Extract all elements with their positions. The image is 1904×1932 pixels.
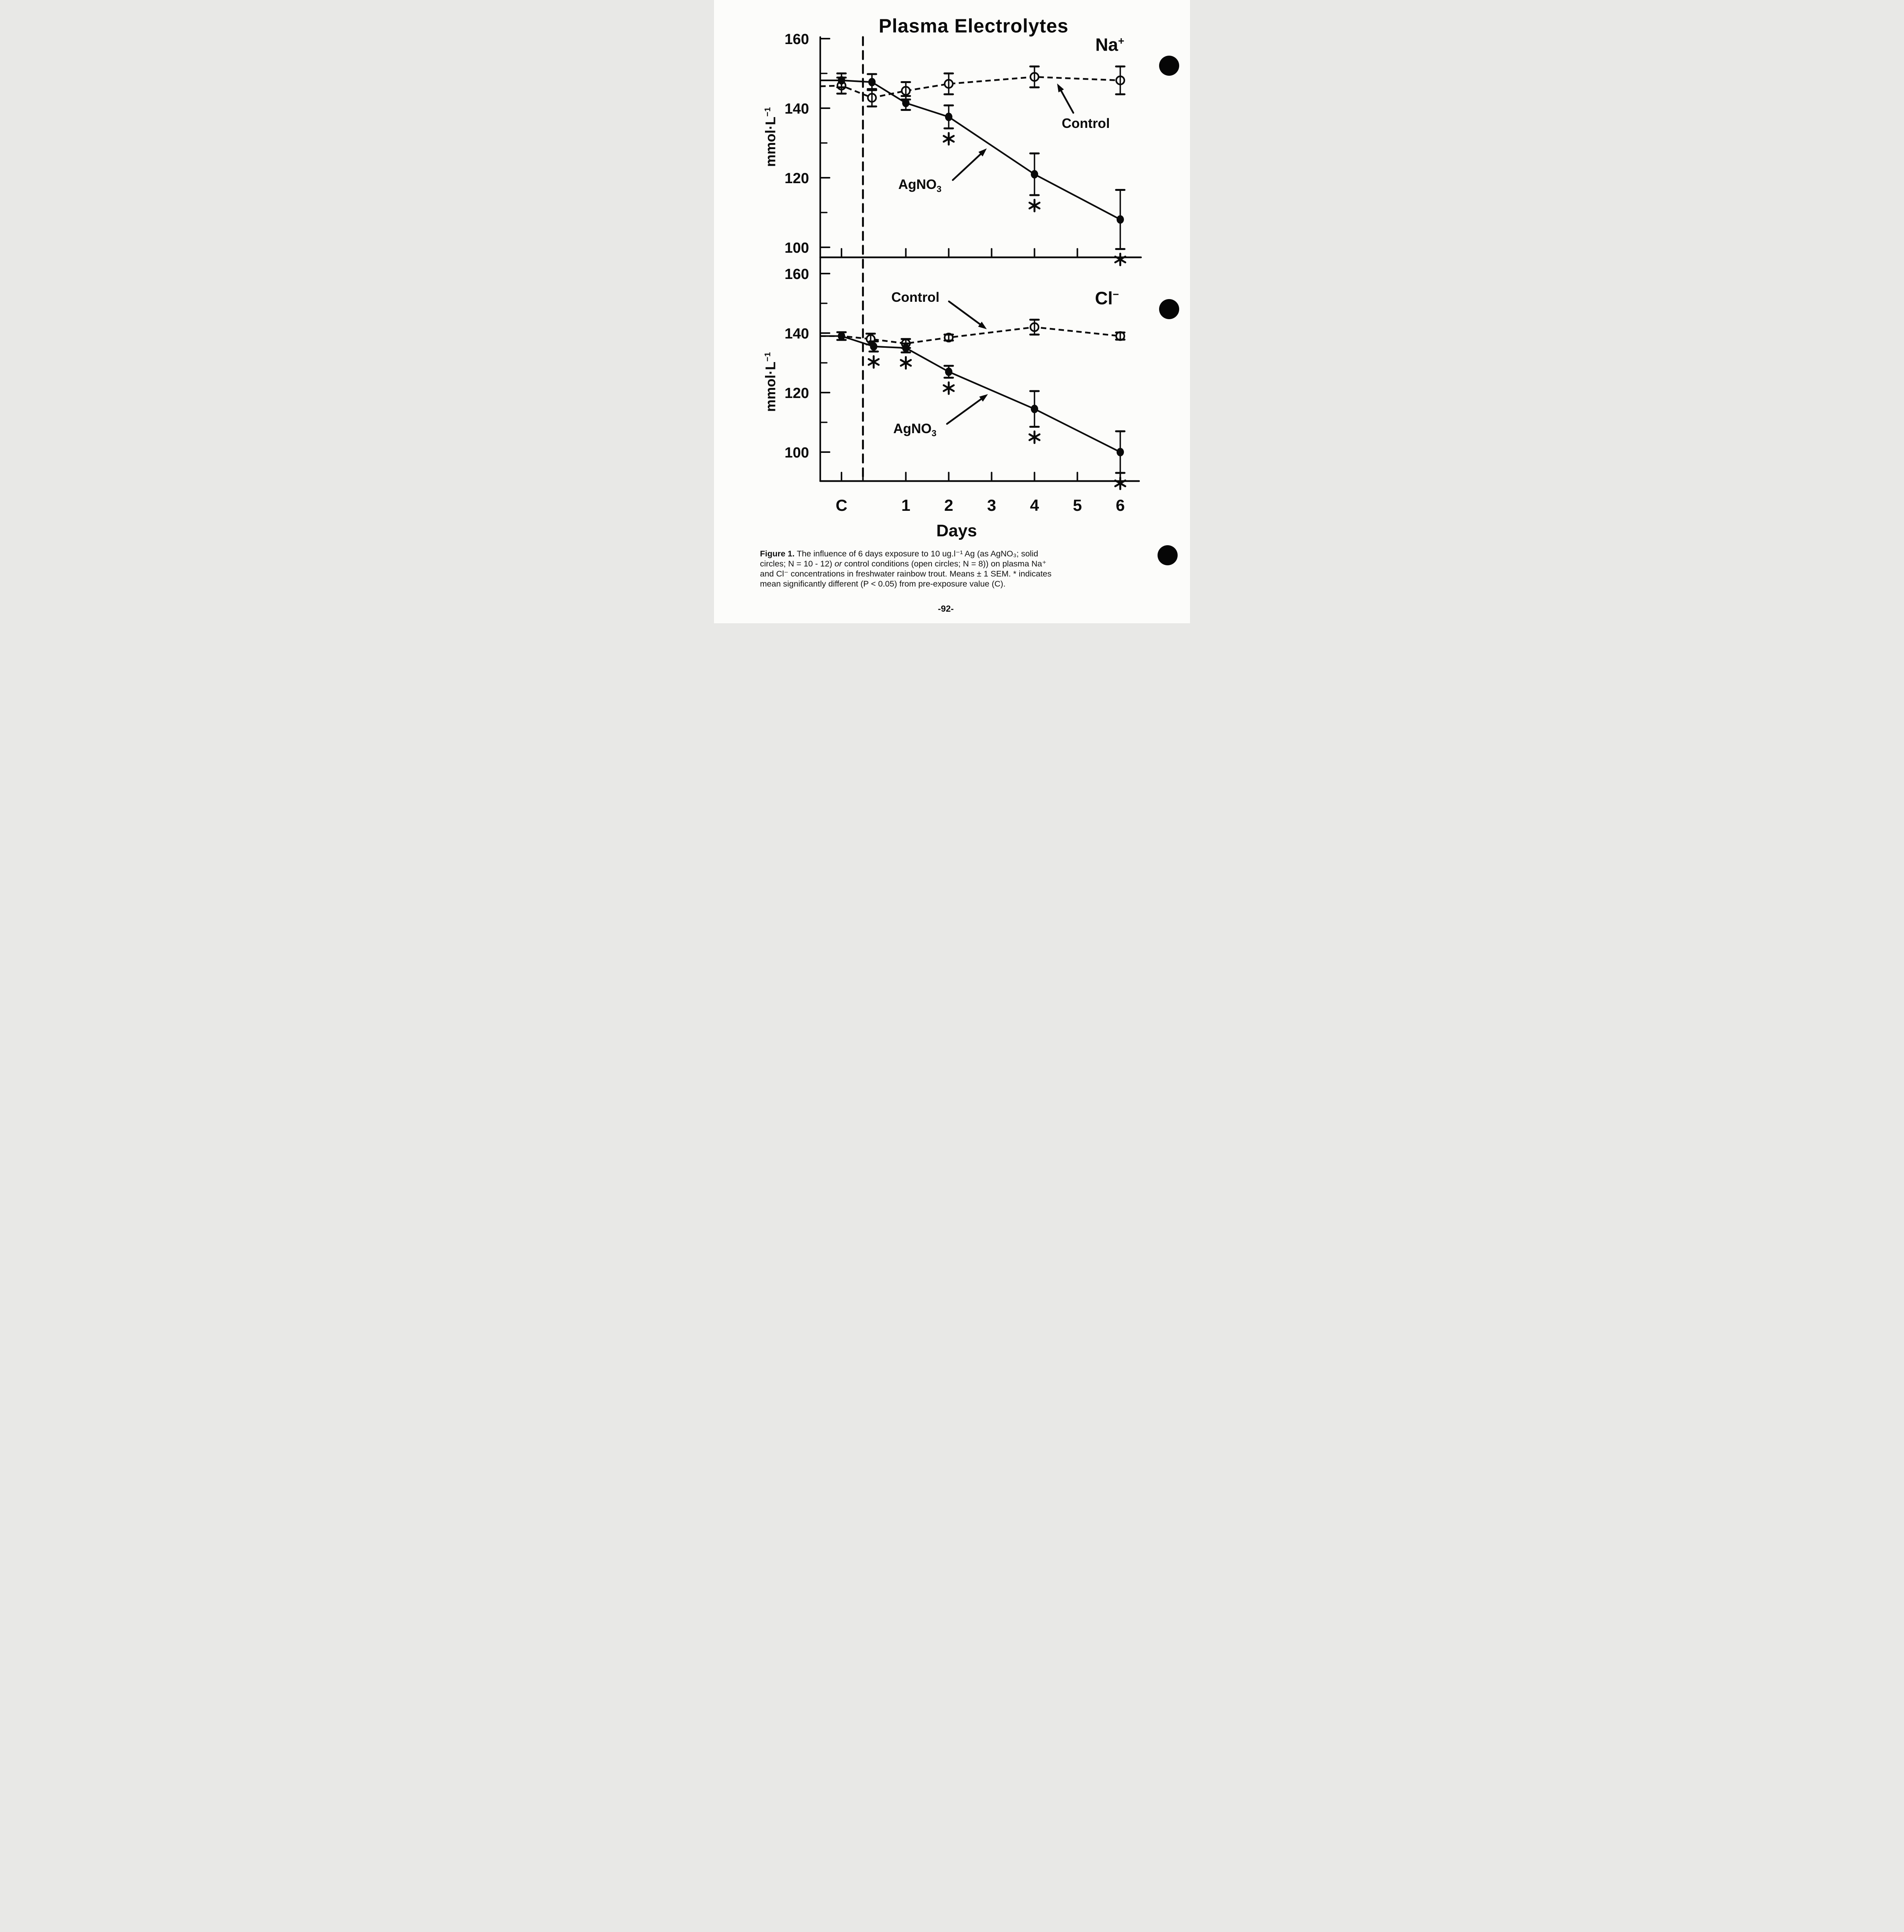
agno3-series-label-cl: AgNO3 <box>893 421 937 438</box>
svg-text:3: 3 <box>987 496 996 514</box>
scanned-paper-page: 160 140 120 100 160 140 120 100 C 1 2 3 4 5 6 Plasma E… <box>714 0 1190 623</box>
figure-title: Plasma Electrolytes <box>879 15 1069 37</box>
binder-hole-dot <box>1159 299 1179 319</box>
svg-text:4: 4 <box>1030 496 1039 514</box>
y-axis-label-na: mmol·L−1 <box>762 107 779 167</box>
svg-text:100: 100 <box>785 240 809 256</box>
x-axis-label: Days <box>936 521 977 540</box>
svg-text:1: 1 <box>901 496 910 514</box>
svg-text:5: 5 <box>1073 496 1082 514</box>
svg-text:6: 6 <box>1116 496 1125 514</box>
caption-line-3: and Cl⁻ concentrations in freshwater rai… <box>760 569 1052 578</box>
y-axis-label-cl: mmol·L−1 <box>762 352 779 412</box>
agno3-series-label-na: AgNO3 <box>898 177 942 194</box>
page-number: -92- <box>938 604 954 614</box>
svg-text:160: 160 <box>785 266 809 282</box>
figure-plot: 160 140 120 100 160 140 120 100 C 1 2 3 4 5 6 <box>785 31 1142 514</box>
na-superscript: + <box>1118 35 1124 47</box>
figure-caption: Figure 1. The influence of 6 days exposu… <box>760 549 1150 589</box>
svg-text:120: 120 <box>785 170 809 187</box>
svg-text:2: 2 <box>944 496 953 514</box>
control-series-label-na: Control <box>1062 116 1110 131</box>
svg-text:160: 160 <box>785 31 809 48</box>
cl-ion-label: Cl− <box>1095 288 1119 308</box>
binder-hole-dot <box>1159 56 1179 76</box>
control-series-label-cl: Control <box>891 290 940 305</box>
svg-text:120: 120 <box>785 385 809 401</box>
svg-text:140: 140 <box>785 326 809 342</box>
cl-superscript: − <box>1113 288 1119 300</box>
svg-text:100: 100 <box>785 445 809 461</box>
na-ion-label: Na+ <box>1095 34 1124 55</box>
binder-hole-dot <box>1158 545 1178 565</box>
svg-text:C: C <box>836 496 847 514</box>
svg-text:140: 140 <box>785 101 809 117</box>
caption-line-4: mean significantly different (P < 0.05) … <box>760 579 1006 588</box>
caption-line-2: circles; N = 10 - 12) or control conditi… <box>760 559 1047 568</box>
caption-line-1: Figure 1. The influence of 6 days exposu… <box>760 549 1039 558</box>
